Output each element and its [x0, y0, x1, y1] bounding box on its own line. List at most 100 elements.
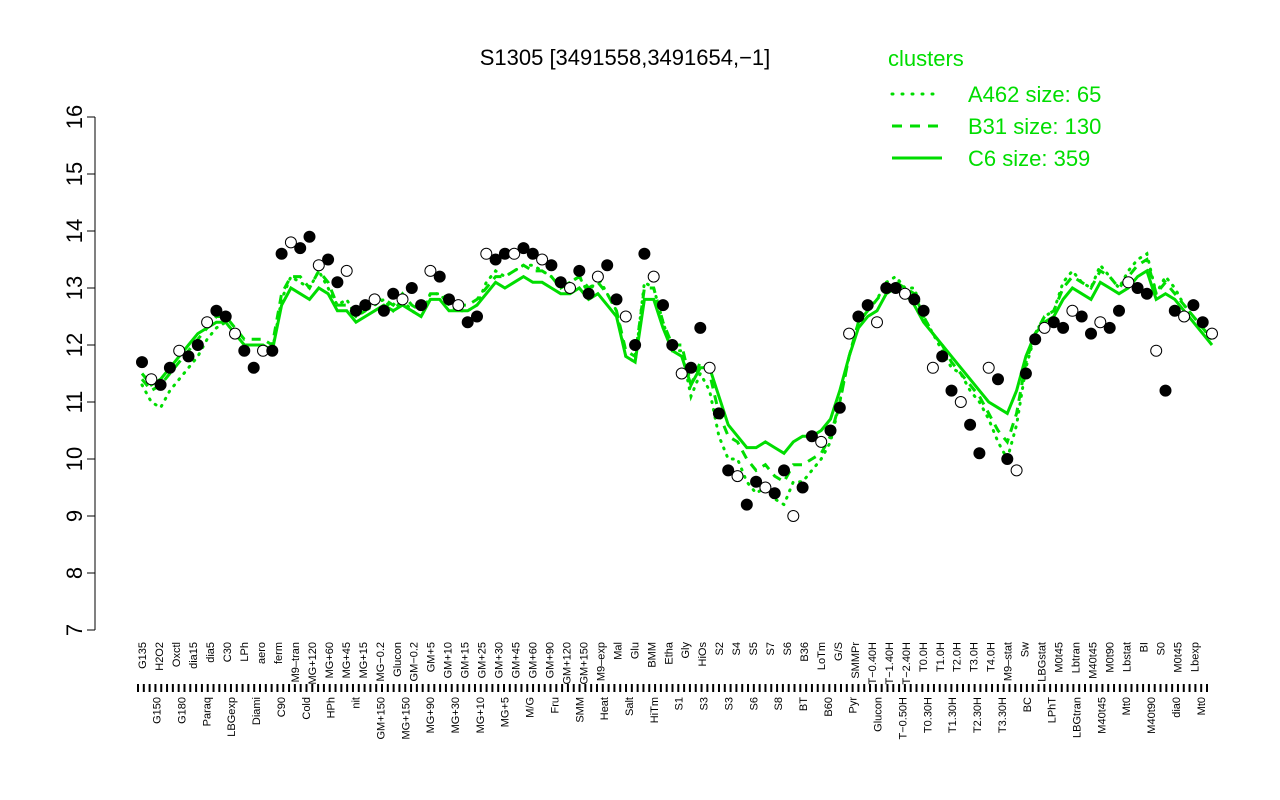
- y-tick-label: 10: [62, 447, 87, 471]
- data-point: [871, 316, 883, 329]
- x-tick-label: GM+30: [494, 642, 506, 678]
- data-point: [340, 264, 353, 277]
- x-tick-label: BMM: [646, 642, 658, 668]
- x-tick-label: MG+15: [358, 642, 370, 678]
- x-tick-label: SMM: [574, 697, 586, 723]
- data-point: [601, 259, 614, 272]
- data-point: [787, 510, 800, 522]
- x-tick-label: M40t90: [1146, 697, 1158, 734]
- data-point: [992, 373, 1004, 386]
- x-tick-label: dia5: [205, 642, 217, 663]
- data-point: [210, 304, 223, 317]
- data-point: [1085, 327, 1097, 340]
- data-point: [173, 344, 186, 357]
- data-point: [1010, 464, 1023, 477]
- x-tick-label: Sw: [1020, 642, 1032, 657]
- data-point: [1038, 321, 1051, 334]
- data-point: [647, 270, 660, 283]
- data-point: [415, 299, 428, 312]
- data-point: [731, 470, 744, 483]
- x-tick-label: MG+60: [324, 642, 336, 678]
- data-point: [461, 316, 474, 329]
- series-line-dotted: [140, 251, 1214, 507]
- x-tick-label: Heat: [599, 697, 611, 720]
- data-point: [973, 447, 986, 460]
- x-tick-label: Glu: [629, 642, 641, 659]
- y-tick-label: 11: [62, 391, 87, 414]
- x-tick-label: Etha: [663, 641, 675, 665]
- legend-entry-b31: B31 size: 130: [968, 114, 1101, 139]
- x-tick-label: S6: [748, 697, 760, 710]
- data-points: [136, 230, 1218, 522]
- data-point: [191, 339, 204, 351]
- x-tick-label: dia15: [188, 642, 200, 669]
- x-tick-label: MG+150: [400, 697, 412, 740]
- data-point: [610, 293, 623, 306]
- data-point: [1001, 453, 1014, 465]
- x-tick-label: Lbtran: [1070, 642, 1082, 673]
- data-point: [1187, 299, 1200, 312]
- x-tick-label: Salt: [624, 697, 636, 716]
- x-tick-label: MG+90: [425, 697, 437, 733]
- series-line-solid: [140, 268, 1214, 456]
- data-point: [1057, 321, 1070, 334]
- data-point: [284, 236, 297, 249]
- y-tick-label: 9: [62, 510, 87, 522]
- data-point: [1206, 327, 1218, 340]
- data-point: [266, 344, 279, 357]
- y-tick-label: 16: [62, 105, 87, 129]
- data-point: [163, 361, 176, 374]
- x-tick-label: MG+5: [500, 697, 512, 727]
- x-tick-label: Paraq: [201, 697, 213, 726]
- x-tick-label: S6: [782, 642, 794, 655]
- x-tick-label: G150: [152, 697, 164, 724]
- x-tick-label: T2.0H: [952, 642, 964, 672]
- data-point: [136, 356, 148, 369]
- x-tick-label: Cold: [301, 697, 313, 720]
- data-point: [545, 259, 558, 272]
- x-tick-label: GM+45: [511, 642, 523, 678]
- x-tick-label: M9–stat: [1003, 642, 1015, 681]
- data-point: [526, 247, 539, 260]
- y-tick-label: 13: [62, 276, 87, 300]
- data-point: [861, 299, 874, 312]
- y-tick-label: 15: [62, 162, 87, 186]
- x-tick-label: S1: [674, 697, 686, 710]
- data-point: [294, 242, 307, 255]
- x-tick-label: Lbexp: [1189, 642, 1201, 672]
- data-point: [536, 253, 549, 266]
- data-point: [145, 373, 158, 386]
- x-tick-label: Glucon: [873, 697, 885, 732]
- x-tick-label: aero: [256, 642, 268, 664]
- series-lines: [140, 251, 1214, 507]
- data-point: [591, 270, 604, 283]
- x-tick-label: T3.30H: [997, 697, 1009, 733]
- data-point: [917, 304, 930, 317]
- x-tick-label: GM+150: [578, 642, 590, 685]
- data-point: [182, 350, 195, 363]
- data-point: [778, 464, 790, 477]
- x-tick-label: MG+120: [307, 642, 319, 685]
- data-point: [657, 299, 669, 312]
- x-tick-label: G135: [137, 642, 149, 669]
- x-tick-label: M0t90: [1104, 642, 1116, 673]
- data-point: [377, 304, 390, 317]
- data-point: [750, 475, 763, 488]
- x-tick-label: T3.0H: [969, 642, 981, 672]
- data-point: [629, 339, 642, 351]
- data-point: [433, 270, 446, 283]
- x-tick-label: M9–exp: [595, 642, 607, 681]
- data-point: [1140, 287, 1153, 300]
- data-point: [229, 327, 241, 340]
- data-point: [405, 282, 418, 294]
- chart-title: S1305 [3491558,3491654,−1]: [480, 45, 771, 70]
- data-point: [1122, 276, 1135, 289]
- legend: clusters A462 size: 65 B31 size: 130 C6 …: [888, 46, 1101, 171]
- data-point: [1066, 304, 1079, 317]
- x-tick-label: LPhT: [1047, 697, 1059, 724]
- data-point: [247, 361, 260, 374]
- x-tick-label: S2: [714, 642, 726, 655]
- x-tick-label: BC: [1022, 697, 1034, 712]
- x-tick-label: M40t45: [1087, 642, 1099, 679]
- x-tick-label: HiTm: [649, 697, 661, 723]
